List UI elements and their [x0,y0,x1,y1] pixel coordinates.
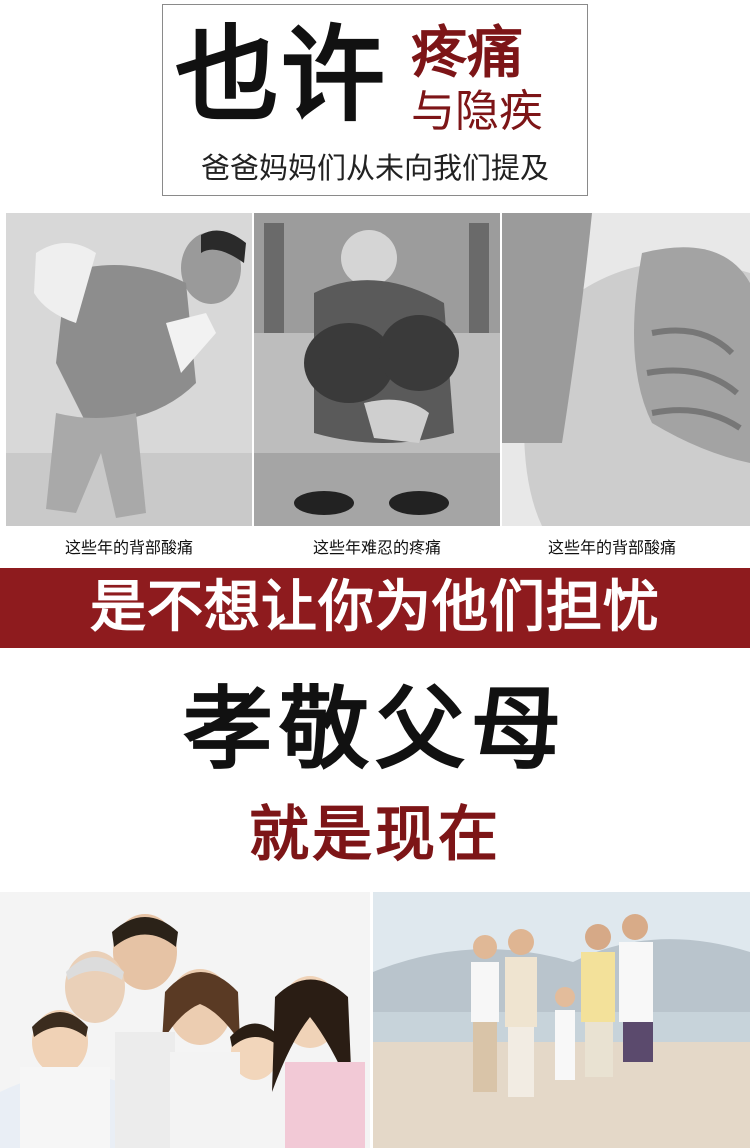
banner-text: 是不想让你为他们担忧 [90,575,660,640]
photo-caption: 这些年的背部酸痛 [64,538,193,557]
worry-banner: 是不想让你为他们担忧 [0,568,750,648]
header-subtitle: 爸爸妈妈们从未向我们提及 [200,151,549,185]
photo-back-pain [6,213,252,526]
photo-family-beach [373,892,750,1148]
filial-tagline: 就是现在 [249,800,501,870]
photo-knee-pain [254,213,500,526]
photo-caption: 这些年的背部酸痛 [547,538,676,557]
title-big: 也许 [175,14,388,136]
photo-caption: 这些年难忍的疼痛 [312,538,441,557]
photo-family-group [0,892,370,1148]
header-box: 也许 疼痛 与隐疾 爸爸妈妈们从未向我们提及 [162,4,588,196]
title-red-line2: 与隐疾 [411,86,543,137]
title-red-line1: 疼痛 [411,21,523,86]
photo-joint-pain [502,213,750,526]
filial-headline: 孝敬父母 [183,677,567,782]
